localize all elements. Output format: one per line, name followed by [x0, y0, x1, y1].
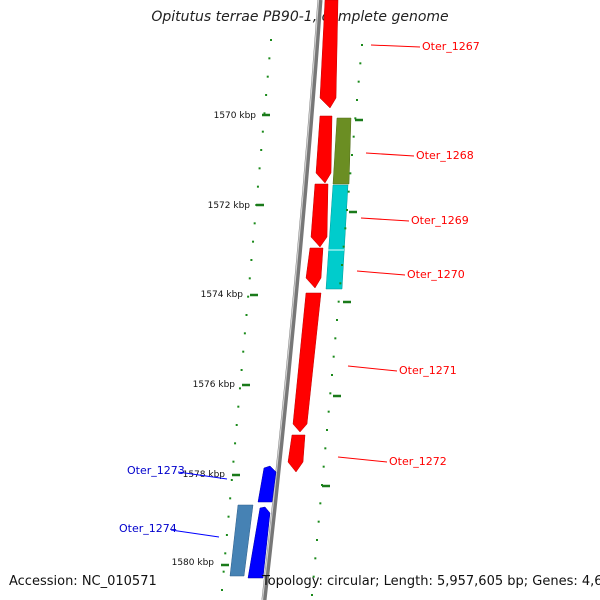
gene-oter-1269[interactable]	[310, 183, 329, 248]
genome-backbone	[261, 0, 323, 600]
gene-label-oter-1269[interactable]: Oter_1269	[411, 214, 469, 227]
scale-label-1570: 1570 kbp	[214, 111, 257, 121]
gene-oter-1274[interactable]	[247, 506, 271, 579]
feature-steelblue[interactable]	[229, 504, 254, 577]
genome-backbone-highlight	[261, 0, 320, 600]
genome-summary-text: Topology: circular; Length: 5,957,605 bp…	[262, 574, 600, 589]
gene-oter-1270[interactable]	[305, 247, 324, 289]
scale-label-1574: 1574 kbp	[201, 290, 244, 300]
feature-olive[interactable]	[332, 117, 352, 185]
forward-gene-leaders	[337, 44, 421, 463]
tick-track-right	[311, 44, 363, 596]
feature-cyan[interactable]	[325, 184, 349, 290]
tick-track-left	[221, 39, 272, 591]
genome-title: Opitutus terrae PB90-1, complete genome	[151, 9, 449, 25]
scale-label-1580: 1580 kbp	[172, 558, 215, 568]
gene-oter-1273[interactable]	[257, 465, 277, 503]
forward-genes	[287, 0, 339, 473]
gene-oter-1268[interactable]	[315, 115, 333, 184]
gene-label-oter-1274[interactable]: Oter_1274	[119, 522, 177, 535]
reverse-genes	[247, 465, 277, 579]
scale-label-1578: 1578 kbp	[183, 470, 226, 480]
gene-label-oter-1271[interactable]: Oter_1271	[399, 364, 457, 377]
reverse-gene-leaders	[170, 471, 228, 538]
gene-oter-1272[interactable]	[287, 434, 306, 473]
gene-label-oter-1270[interactable]: Oter_1270	[407, 268, 465, 281]
scale-label-1576: 1576 kbp	[193, 380, 236, 390]
gene-label-oter-1272[interactable]: Oter_1272	[389, 455, 447, 468]
major-ticks	[221, 113, 363, 567]
gene-label-oter-1273[interactable]: Oter_1273	[127, 464, 185, 477]
gene-oter-1267[interactable]	[319, 0, 339, 109]
gene-label-oter-1268[interactable]: Oter_1268	[416, 149, 474, 162]
gene-label-oter-1267[interactable]: Oter_1267	[422, 40, 480, 53]
scale-label-1572: 1572 kbp	[208, 201, 251, 211]
gene-oter-1271[interactable]	[292, 292, 322, 433]
accession-text: Accession: NC_010571	[9, 574, 157, 589]
